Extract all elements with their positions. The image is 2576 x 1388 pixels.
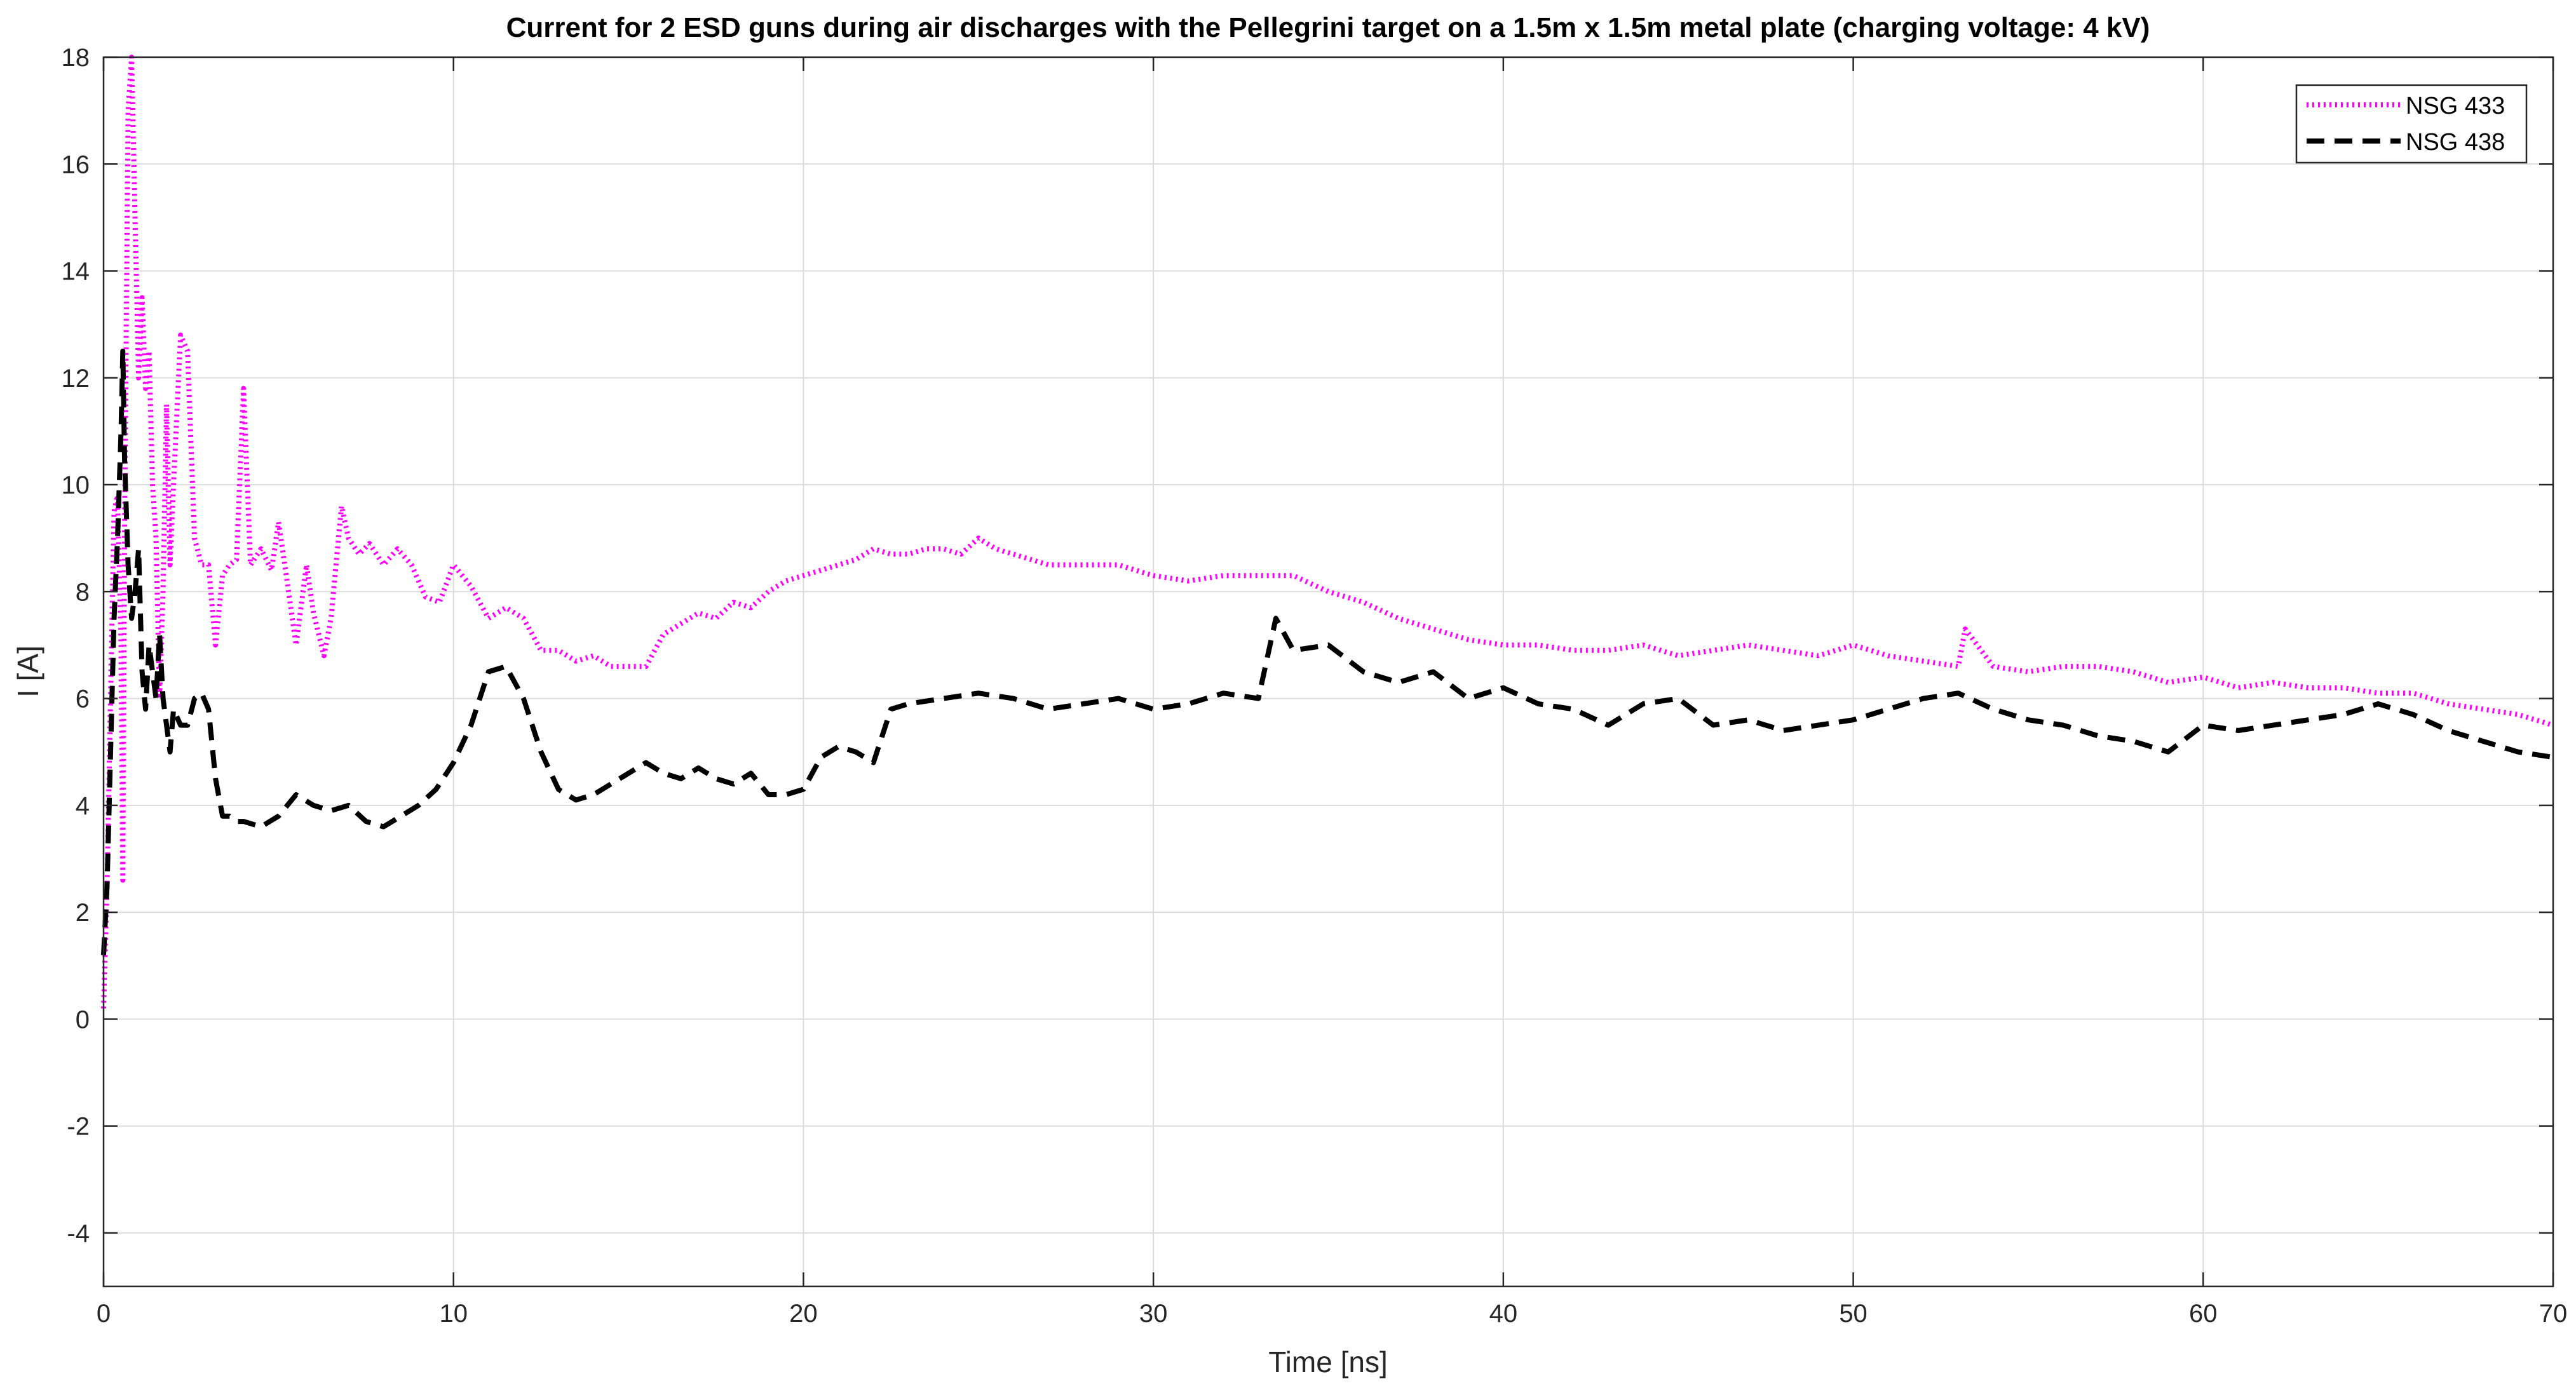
x-tick-label: 30 [1139,1300,1168,1328]
x-tick-label: 50 [1839,1300,1868,1328]
y-tick-label: -4 [67,1220,90,1248]
y-tick-labels: -4 -2 0 2 4 6 8 10 12 14 16 18 [62,44,90,1248]
x-tick-label: 40 [1489,1300,1518,1328]
gridlines [104,57,2553,1286]
y-tick-label: 16 [62,151,90,179]
x-tick-label: 20 [789,1300,818,1328]
plot-area [104,57,2553,1286]
y-tick-label: 18 [62,44,90,72]
legend-label-nsg433: NSG 433 [2406,93,2505,119]
x-tick-labels: 0 10 20 30 40 50 60 70 [97,1300,2567,1328]
x-axis-label: Time [ns] [1268,1345,1387,1378]
y-tick-label: 6 [76,685,90,713]
y-tick-label: 0 [76,1006,90,1034]
x-tick-label: 10 [439,1300,468,1328]
legend-box [2295,84,2528,164]
plot-frame [102,56,2554,1288]
y-tick-label: -2 [67,1113,90,1141]
y-tick-label: 14 [62,258,90,286]
y-axis-label: I [A] [11,645,44,697]
y-tick-label: 2 [76,899,90,927]
legend-label-nsg438: NSG 438 [2406,129,2505,156]
series-line-nsg-438 [101,348,2554,955]
chart-title: Current for 2 ESD guns during air discha… [506,12,2150,43]
y-tick-label: 12 [62,365,90,393]
y-tick-label: 4 [76,792,90,820]
x-tick-label: 0 [97,1300,111,1328]
series-lines [101,55,2554,1009]
series-line-nsg-433 [101,55,2554,1009]
x-tick-label: 70 [2539,1300,2568,1328]
y-tick-label: 10 [62,471,90,499]
legend: NSG 433 NSG 438 [2295,84,2528,164]
x-tick-label: 60 [2189,1300,2218,1328]
tick-marks [102,56,2554,1286]
y-tick-label: 8 [76,578,90,606]
